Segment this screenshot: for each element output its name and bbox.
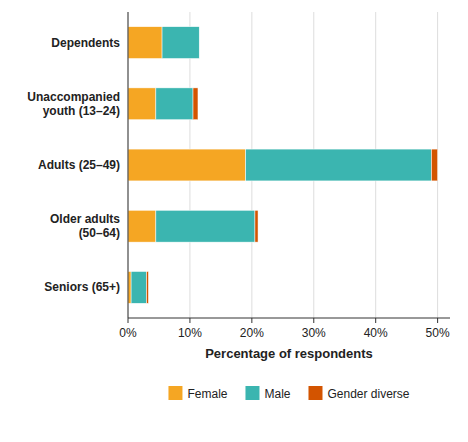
legend: Female Male Gender diverse <box>168 386 409 401</box>
bar <box>162 27 199 59</box>
x-axis-label: Percentage of respondents <box>205 346 373 361</box>
category-label: Seniors (65+) <box>44 280 120 294</box>
category-label-line: (50–64) <box>79 226 120 240</box>
grid <box>128 12 438 318</box>
bar <box>246 149 432 181</box>
series <box>147 88 438 303</box>
category-label-line: Unaccompanied <box>27 90 120 104</box>
bar <box>128 210 156 242</box>
tick-label: 30% <box>302 326 326 340</box>
y-labels: Seniors (65+) Older adults(50–64) Adults (… <box>27 36 120 295</box>
category-label-line: Older adults <box>50 212 120 226</box>
legend-item: Gender diverse <box>308 386 409 401</box>
bar <box>128 88 156 120</box>
legend-label: Male <box>264 387 290 401</box>
tick-label: 20% <box>240 326 264 340</box>
bar <box>193 88 198 120</box>
tick-mark <box>251 318 252 323</box>
category-label: Older adults(50–64) <box>50 212 120 240</box>
bars <box>128 27 438 304</box>
tick-mark <box>313 318 314 323</box>
bar <box>431 149 437 181</box>
tick-mark <box>375 318 376 323</box>
legend-item: Male <box>245 386 290 401</box>
series <box>128 27 246 304</box>
bar <box>128 27 162 59</box>
category-label: Dependents <box>51 36 120 50</box>
tick-label: 50% <box>426 326 450 340</box>
tick-label: 10% <box>178 326 202 340</box>
category-label: Unaccompaniedyouth (13–24) <box>27 90 120 118</box>
category-label-line: youth (13–24) <box>43 104 120 118</box>
legend-label: Gender diverse <box>327 387 409 401</box>
x-axis-line <box>128 318 450 319</box>
bar <box>156 210 255 242</box>
legend-label: Female <box>187 387 227 401</box>
legend-swatch <box>245 386 259 400</box>
bar <box>147 271 149 303</box>
tick-mark <box>128 318 129 323</box>
legend-swatch <box>168 386 182 400</box>
bar <box>255 210 258 242</box>
bar <box>156 88 193 120</box>
legend-item: Female <box>168 386 227 401</box>
y-axis-line <box>128 12 129 318</box>
bar <box>128 149 246 181</box>
x-ticks: 0% 10% 20% 30% 40% 50% <box>119 318 450 340</box>
series <box>131 27 431 304</box>
category-label-line: Seniors (65+) <box>44 280 120 294</box>
category-label-line: Dependents <box>51 36 120 50</box>
chart: 0% 10% 20% 30% 40% 50% Percentage of responden… <box>0 0 468 442</box>
legend-swatch <box>308 386 322 400</box>
tick-label: 40% <box>364 326 388 340</box>
tick-label: 0% <box>119 326 137 340</box>
category-label-line: Adults (25–49) <box>38 158 120 172</box>
grid-line <box>128 12 129 318</box>
bar <box>199 27 200 59</box>
category-label: Adults (25–49) <box>38 158 120 172</box>
bar <box>131 271 146 303</box>
tick-mark <box>437 318 438 323</box>
tick-mark <box>189 318 190 323</box>
